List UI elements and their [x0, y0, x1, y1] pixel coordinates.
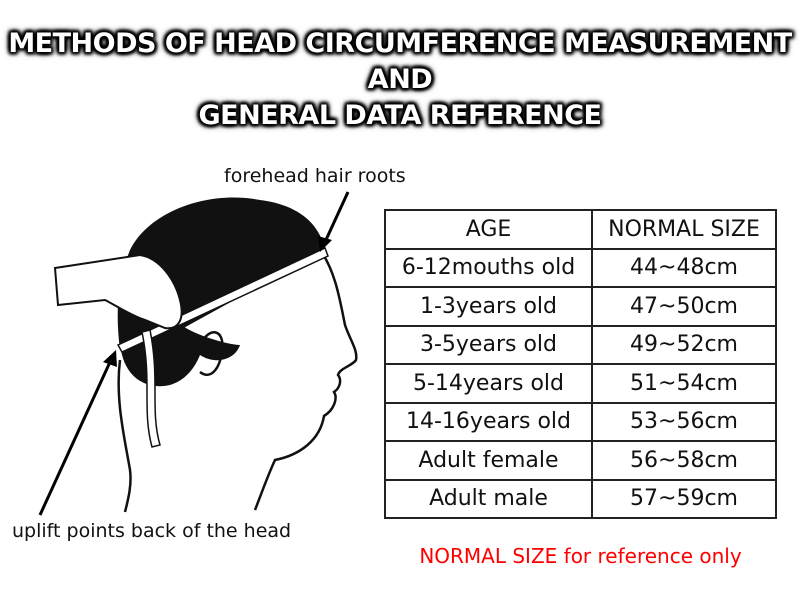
back-of-head-label: uplift points back of the head [12, 520, 292, 542]
table-row: 1-3years old 47~50cm [384, 286, 777, 327]
size-cell: 51~54cm [591, 363, 777, 404]
size-cell: 57~59cm [591, 478, 777, 519]
arrowhead-back [103, 350, 117, 367]
size-cell: 53~56cm [591, 401, 777, 442]
size-cell: 47~50cm [591, 286, 777, 327]
size-cell: 49~52cm [591, 324, 777, 365]
table-row: 3-5years old 49~52cm [384, 324, 777, 365]
age-cell: 1-3years old [384, 286, 593, 327]
age-cell: 14-16years old [384, 401, 593, 442]
arrow-forehead [323, 191, 350, 243]
title-line-2: AND [367, 64, 433, 95]
age-cell: Adult female [384, 440, 593, 481]
forehead-label: forehead hair roots [224, 165, 406, 187]
table-header-row: AGE NORMAL SIZE [384, 209, 777, 250]
reference-note: NORMAL SIZE for reference only [419, 544, 742, 568]
table-row: 5-14years old 51~54cm [384, 363, 777, 404]
table-row: 6-12mouths old 44~48cm [384, 247, 777, 288]
arrow-back [38, 361, 112, 516]
hand [53, 253, 183, 330]
title-line-3: GENERAL DATA REFERENCE [198, 100, 602, 131]
arrowhead-forehead [318, 236, 332, 252]
age-cell: 3-5years old [384, 324, 593, 365]
head-size-table: AGE NORMAL SIZE 6-12mouths old 44~48cm 1-… [384, 209, 777, 519]
table-row: Adult female 56~58cm [384, 440, 777, 481]
neck-outline [117, 359, 132, 513]
table-row: Adult male 57~59cm [384, 478, 777, 519]
table-row: 14-16years old 53~56cm [384, 401, 777, 442]
age-cell: Adult male [384, 478, 593, 519]
age-cell: 6-12mouths old [384, 247, 593, 288]
header-age: AGE [384, 209, 593, 250]
head-outline [253, 249, 358, 511]
tape-end [141, 329, 161, 448]
title-line-1: METHODS OF HEAD CIRCUMFERENCE MEASUREMEN… [8, 28, 792, 59]
size-cell: 44~48cm [591, 247, 777, 288]
age-cell: 5-14years old [384, 363, 593, 404]
header-normal-size: NORMAL SIZE [591, 209, 777, 250]
size-cell: 56~58cm [591, 440, 777, 481]
ear [198, 331, 224, 376]
